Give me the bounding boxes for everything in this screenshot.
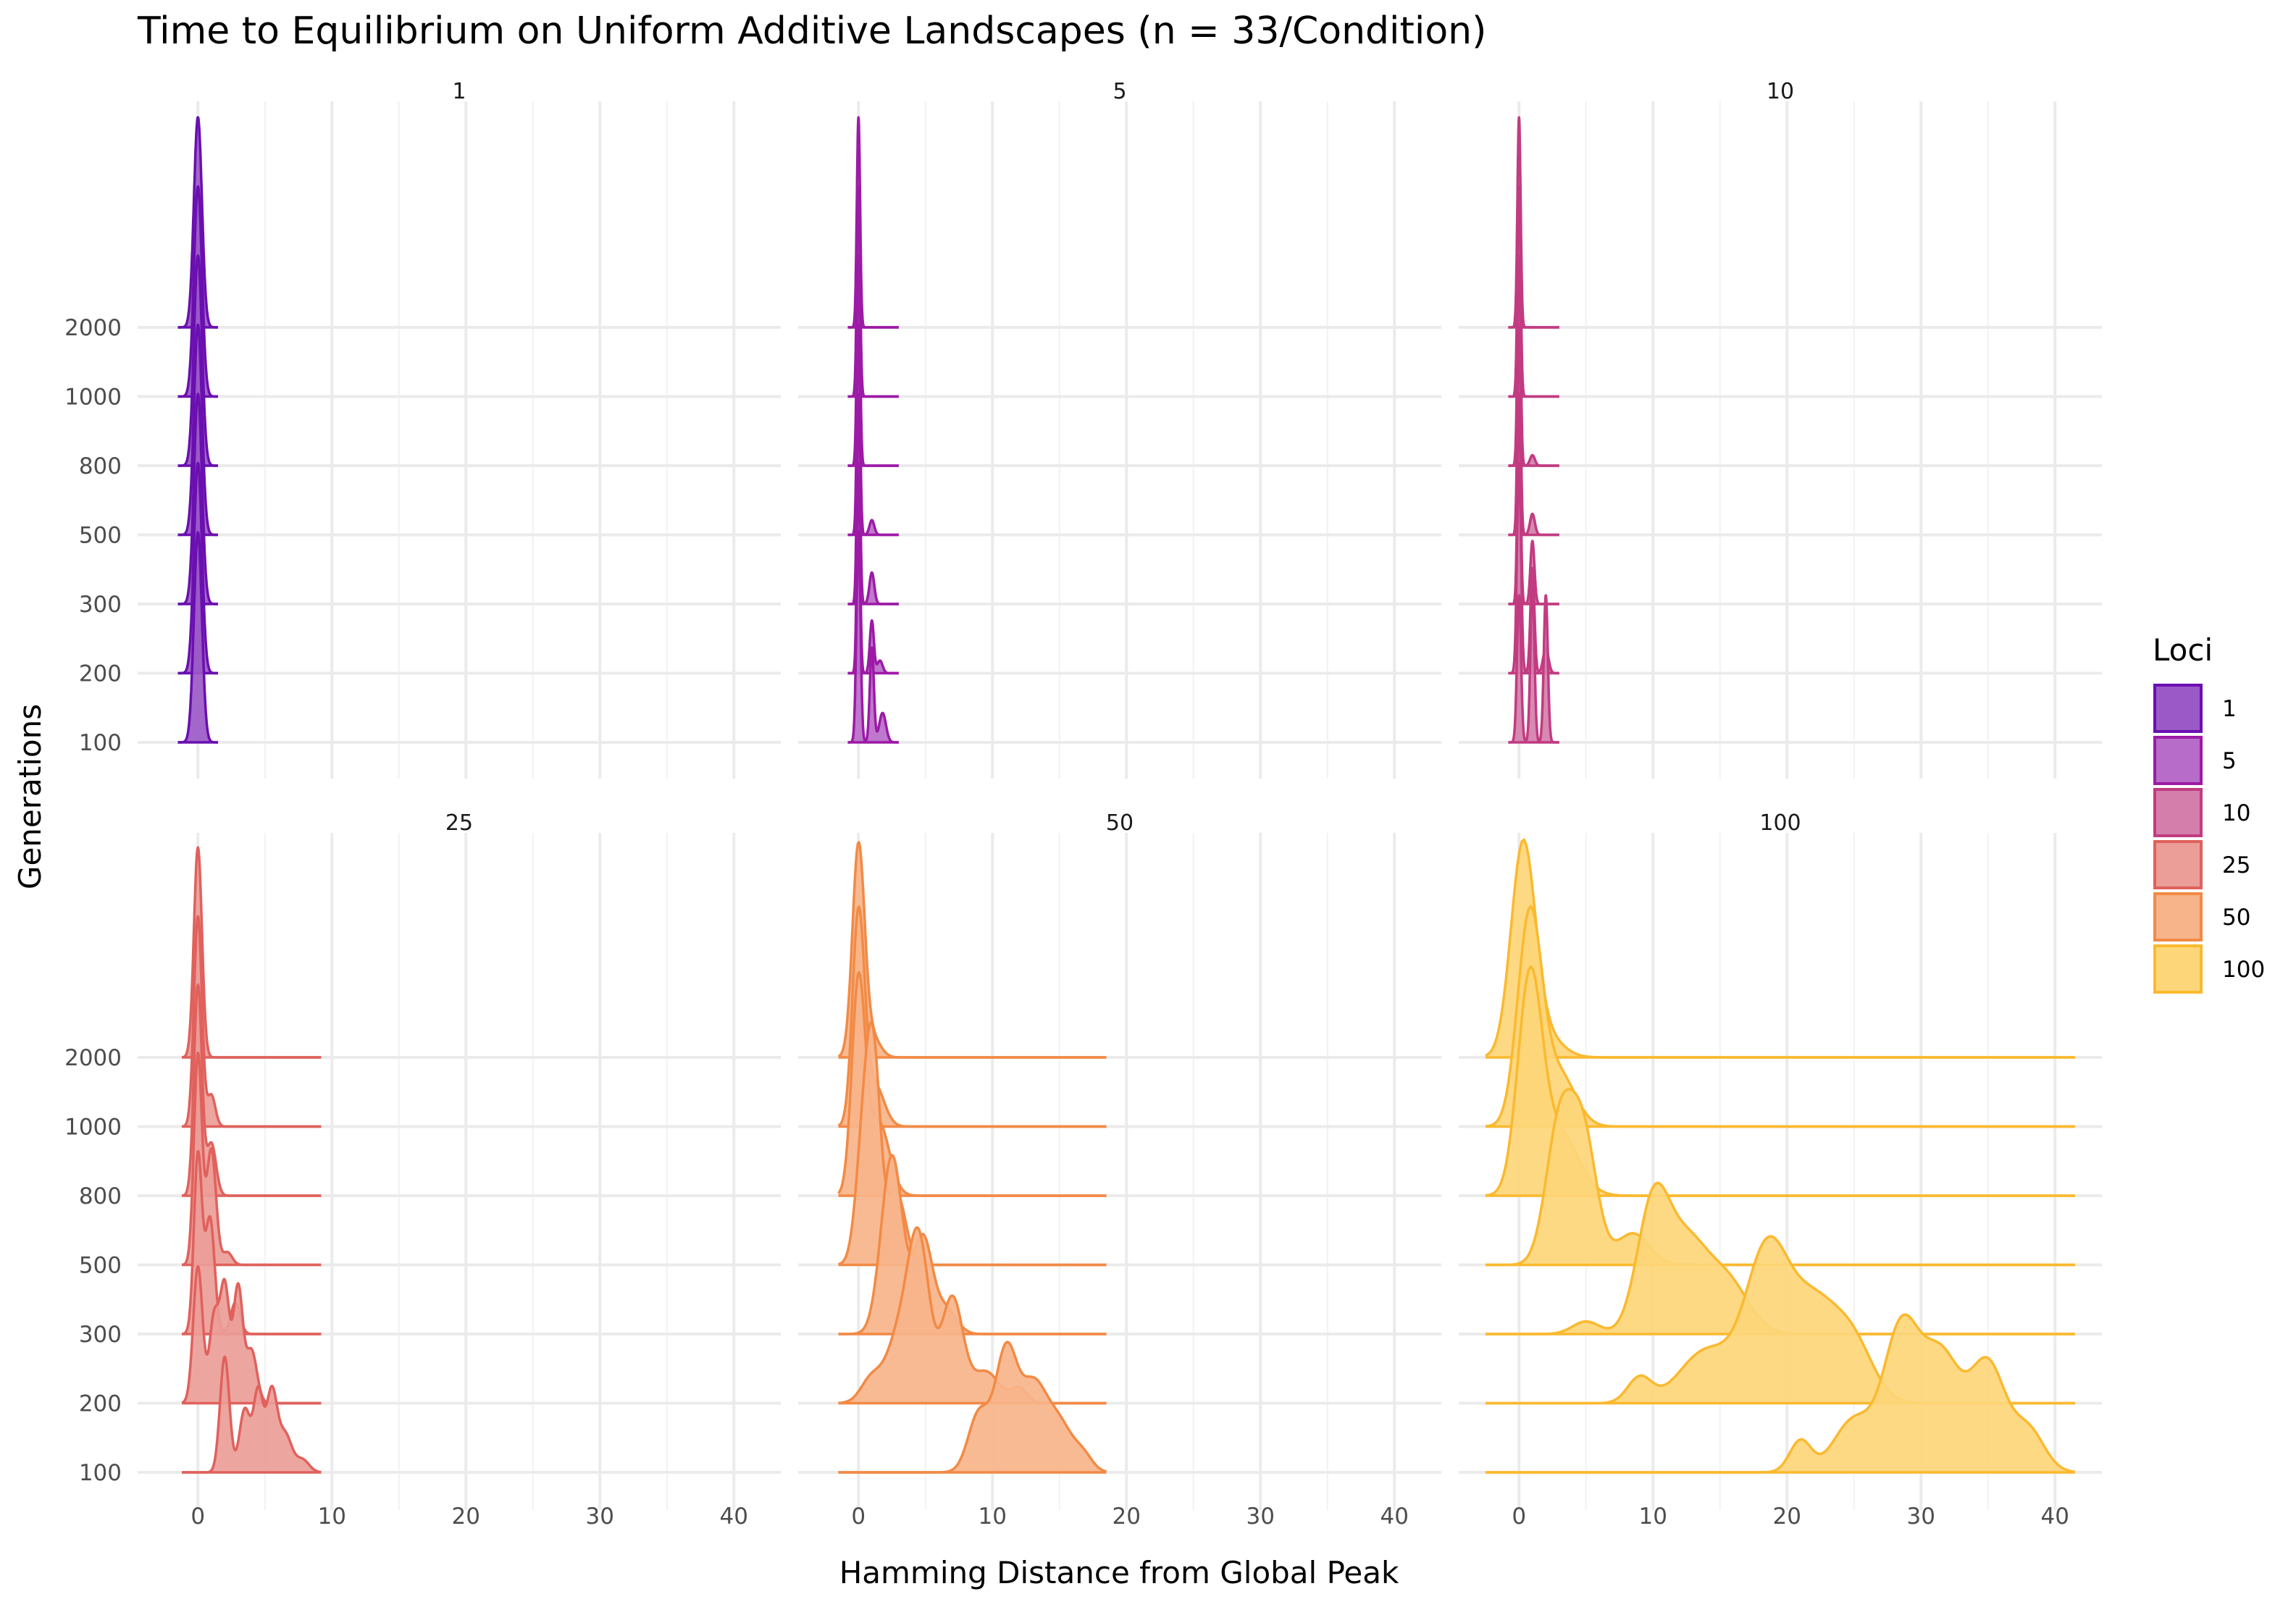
facet-strip-label: 10 (1767, 79, 1794, 104)
x-axis-title: Hamming Distance from Global Peak (839, 1555, 1399, 1590)
y-axis-title: Generations (12, 704, 48, 889)
ridge-fill-500 (1486, 1089, 2075, 1265)
y-tick-label: 1000 (64, 1115, 122, 1141)
y-tick-label: 500 (79, 1253, 122, 1279)
x-tick-label: 20 (1773, 1504, 1801, 1530)
x-tick-label: 30 (1907, 1504, 1935, 1530)
panel-loci-25: 100 200 300 500 800 1000 2000 0 10 20 30 40 25 (64, 810, 781, 1530)
facet-strip-label: 25 (445, 810, 473, 836)
y-tick-label: 800 (79, 1183, 122, 1209)
y-tick-label: 2000 (64, 1045, 122, 1071)
ridge-fill-200 (182, 1266, 322, 1404)
ridge-line-2000 (837, 841, 1107, 1059)
ridge-fill-100 (1486, 1314, 2075, 1472)
x-tick-label: 20 (452, 1504, 480, 1530)
legend-title: Loci (2153, 632, 2213, 668)
facet-strip-label: 1 (452, 79, 466, 104)
ridge-fill-100 (838, 1342, 1107, 1472)
ridge-line-2000 (1485, 838, 2075, 1059)
y-tick-label: 800 (79, 453, 122, 479)
panel-loci-1: 100 200 300 500 800 1000 2000 1 (64, 79, 781, 779)
panel-loci-50: 0 10 20 30 40 50 (798, 810, 1441, 1530)
y-tick-label: 200 (79, 661, 122, 687)
legend-label-10: 10 (2222, 800, 2250, 826)
legend-key-25 (2153, 840, 2203, 889)
ridge-fill-2000 (838, 842, 1107, 1057)
legend-label-5: 5 (2222, 748, 2237, 774)
ridge-line-100 (1507, 583, 1561, 744)
y-tick-label: 1000 (64, 385, 122, 411)
facet-strip-label: 5 (1113, 79, 1126, 104)
facet-strip-label: 50 (1106, 810, 1134, 836)
x-tick-label: 40 (720, 1504, 748, 1530)
panel-loci-10: 10 (1459, 79, 2102, 779)
y-tick-label: 100 (79, 1460, 122, 1486)
x-tick-label: 0 (851, 1504, 866, 1530)
y-tick-label: 500 (79, 523, 122, 549)
ridge-fill-2000 (1486, 839, 2075, 1057)
legend: Loci 1 5 10 25 50 100 (2153, 632, 2265, 994)
ridge-fill-200 (838, 1228, 1107, 1404)
panel-loci-100: 0 10 20 30 40 100 (1459, 810, 2102, 1530)
ridge-fill-100 (847, 532, 899, 742)
legend-key-100 (2153, 944, 2203, 994)
panel-loci-5: 5 (798, 79, 1441, 779)
x-tick-label: 0 (1512, 1504, 1526, 1530)
legend-label-1: 1 (2222, 696, 2237, 722)
x-tick-label: 10 (979, 1504, 1007, 1530)
x-tick-label: 40 (1380, 1504, 1409, 1530)
x-tick-label: 30 (1247, 1504, 1275, 1530)
ridge-fill-800 (1486, 966, 2075, 1196)
y-tick-label: 2000 (64, 315, 122, 341)
ridge-line-100 (846, 531, 900, 744)
x-tick-label: 30 (586, 1504, 614, 1530)
legend-key-1 (2153, 684, 2203, 733)
y-tick-label: 200 (79, 1391, 122, 1417)
legend-label-25: 25 (2222, 852, 2250, 878)
legend-label-100: 100 (2222, 957, 2265, 983)
y-tick-label: 300 (79, 1322, 122, 1348)
ridge-fill-100 (177, 532, 218, 742)
legend-key-5 (2153, 736, 2203, 785)
x-tick-label: 10 (1639, 1504, 1667, 1530)
y-tick-label: 100 (79, 730, 122, 756)
ridge-fill-500 (838, 1022, 1107, 1265)
legend-key-10 (2153, 788, 2203, 837)
ridge-fill-300 (1486, 1183, 2075, 1334)
x-tick-label: 20 (1113, 1504, 1141, 1530)
ridge-fill-200 (1486, 1236, 2075, 1404)
y-tick-label: 300 (79, 592, 122, 618)
x-tick-label: 0 (190, 1504, 205, 1530)
x-tick-label: 10 (318, 1504, 346, 1530)
facet-strip-label: 100 (1759, 810, 1801, 836)
legend-label-50: 50 (2222, 905, 2250, 931)
legend-key-50 (2153, 892, 2203, 942)
ridge-fill-100 (182, 1356, 322, 1472)
x-tick-label: 40 (2041, 1504, 2069, 1530)
chart-title: Time to Equilibrium on Uniform Additive … (137, 9, 1486, 53)
